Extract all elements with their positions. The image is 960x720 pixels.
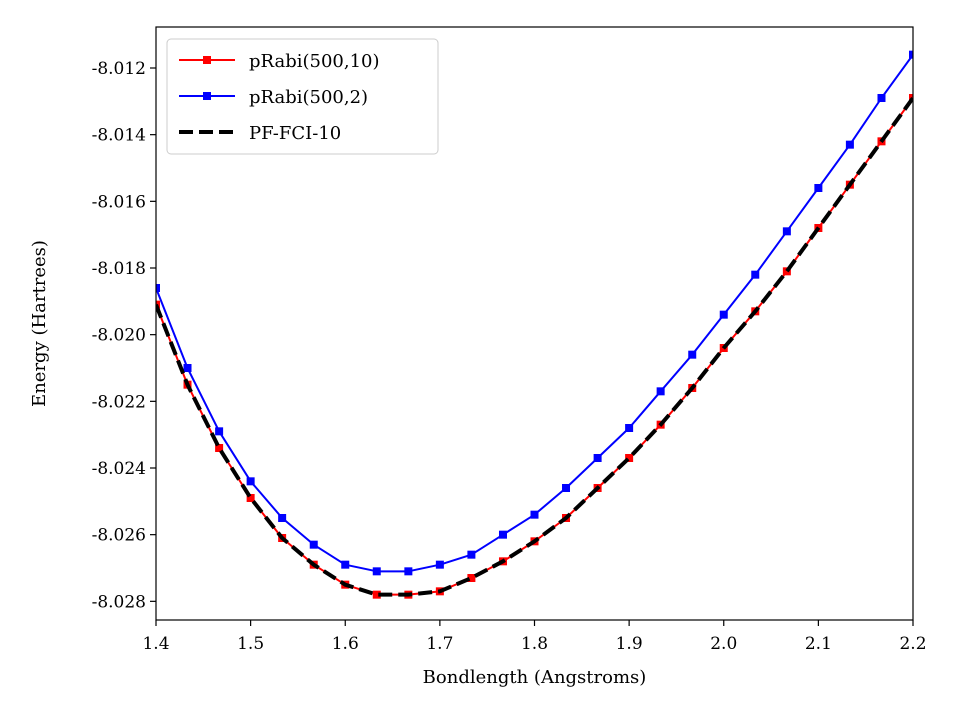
legend-entry-0: pRabi(500,10) [179,51,380,72]
x-tick-label: 2.0 [710,634,737,654]
data-point [215,444,224,452]
legend: pRabi(500,10) pRabi(500,2) PF-FCI-10 [166,38,439,155]
data-point [782,267,791,276]
data-point [530,510,539,519]
x-axis-title: Bondlength (Angstroms) [423,667,647,688]
data-point [309,540,318,549]
legend-label: pRabi(500,10) [249,51,380,72]
series-1 [156,50,913,576]
x-tick-label: 1.9 [616,634,643,654]
legend-label: PF-FCI-10 [249,123,341,144]
legend-entry-1: pRabi(500,2) [179,87,368,108]
y-tick-label: -8.024 [92,459,146,479]
series-2 [156,96,913,597]
data-point [845,140,854,149]
legend-box [166,38,439,155]
data-point [688,350,697,359]
y-tick-label: -8.028 [92,592,146,612]
data-point [782,227,791,236]
data-point [467,550,476,559]
y-axis-title: Energy (Hartrees) [29,240,50,407]
x-tick-label: 1.7 [426,634,453,654]
x-tick-label: 2.1 [805,634,832,654]
data-point [656,387,665,396]
legend-marker [203,56,211,64]
legend-marker [203,92,211,100]
plot-area [156,50,913,599]
data-point [467,574,476,582]
x-tick-label: 2.2 [899,634,926,654]
data-point [372,590,381,599]
x-axis: 1.4 1.5 1.6 1.7 1.8 1.9 2.0 2.1 2.2 [142,620,927,654]
data-point [404,567,413,576]
x-tick-label: 1.8 [521,634,548,654]
data-point [625,454,634,462]
x-tick-label: 1.4 [142,634,169,654]
legend-label: pRabi(500,2) [249,87,368,108]
y-tick-label: -8.018 [92,259,146,279]
data-point [498,530,507,539]
data-point [435,560,444,569]
data-point [562,484,571,492]
x-tick-label: 1.6 [332,634,359,654]
y-tick-label: -8.012 [92,59,146,79]
data-point [814,184,823,192]
y-tick-label: -8.026 [92,526,146,546]
data-point [877,94,886,102]
data-point [341,560,350,569]
data-point [215,427,224,436]
legend-entry-2: PF-FCI-10 [179,123,341,144]
data-point [719,310,728,319]
data-point [246,477,255,486]
data-point [156,284,160,292]
y-tick-label: -8.014 [92,126,146,146]
y-tick-label: -8.022 [92,392,146,412]
data-point [278,514,287,522]
data-point [246,494,255,502]
data-point [625,424,634,432]
x-tick-label: 1.5 [237,634,264,654]
data-point [372,567,381,576]
data-point [593,454,602,462]
series-line-2 [156,96,913,597]
data-point [751,270,760,279]
y-tick-label: -8.020 [92,326,146,346]
y-axis: -8.028 -8.026 -8.024 -8.022 -8.020 -8.018 -8.0… [92,59,156,612]
data-point [909,50,913,59]
y-tick-label: -8.016 [92,192,146,212]
data-point [183,364,192,372]
